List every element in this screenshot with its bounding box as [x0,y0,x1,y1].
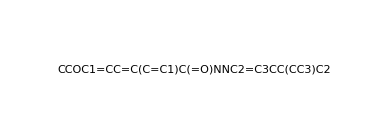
Text: CCOC1=CC=C(C=C1)C(=O)NNC2=C3CC(CC3)C2: CCOC1=CC=C(C=C1)C(=O)NNC2=C3CC(CC3)C2 [57,64,331,74]
